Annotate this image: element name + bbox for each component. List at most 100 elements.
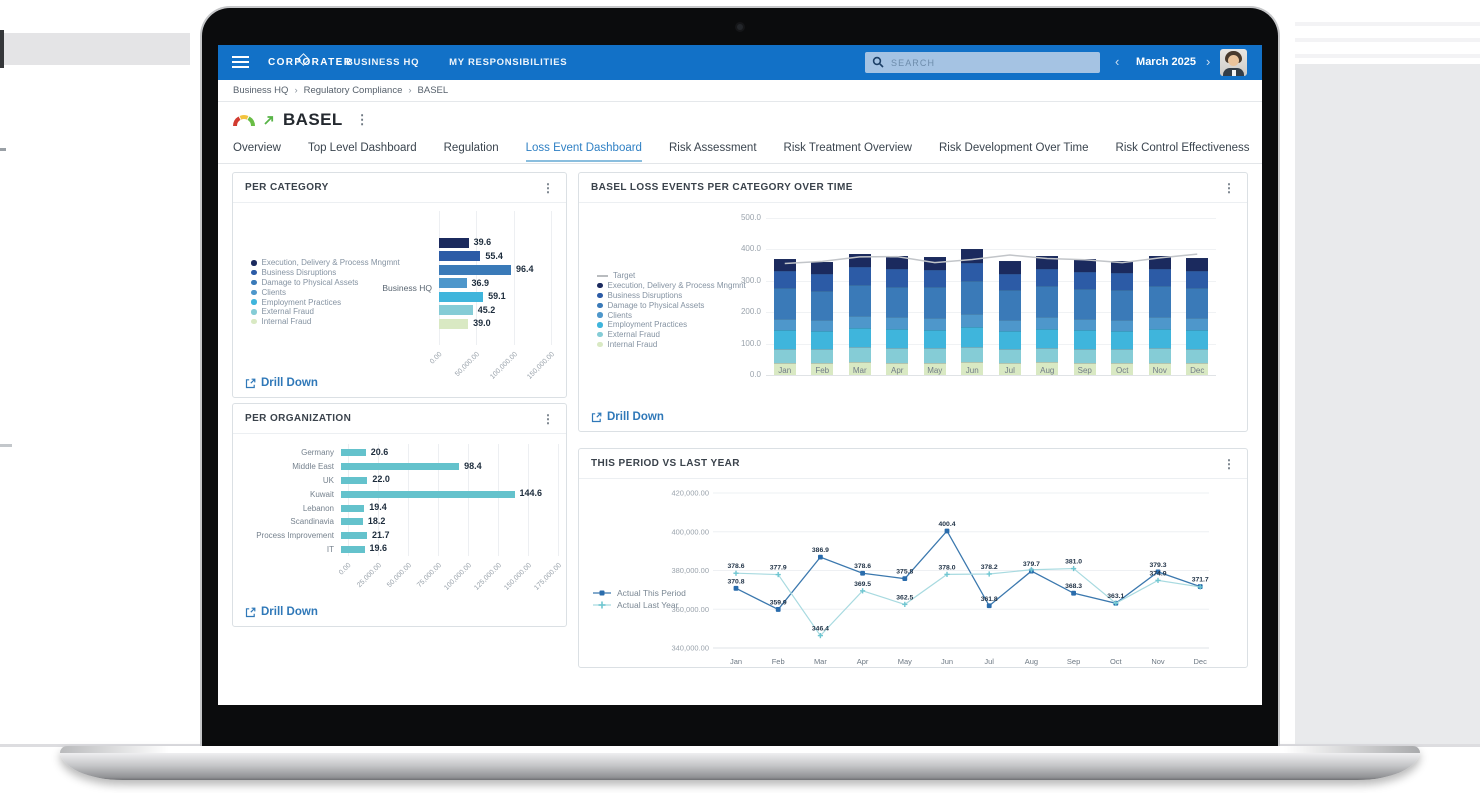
drill-down-link[interactable]: Drill Down — [591, 411, 664, 423]
gridline — [468, 444, 469, 556]
panel-kebab-menu-icon[interactable]: ⋮ — [1223, 180, 1235, 195]
gridline — [528, 444, 529, 556]
bar-segment — [961, 346, 984, 362]
bar-segment — [961, 326, 984, 347]
breadcrumb-separator: › — [294, 85, 298, 96]
page-kebab-menu-icon[interactable]: ⋮ — [355, 112, 369, 127]
drill-down-link[interactable]: Drill Down — [245, 606, 318, 618]
top-nav-items: BUSINESS HQ MY RESPONSIBILITIES — [346, 57, 567, 68]
x-axis-month-label: Jun — [965, 366, 979, 375]
tab-risk-control-effectiveness[interactable]: Risk Control Effectiveness — [1115, 142, 1250, 154]
x-axis-month-label: Mar — [852, 366, 867, 375]
gridline — [766, 343, 1216, 345]
x-axis-month-label: Oct — [1116, 366, 1129, 375]
bar-segment — [923, 362, 946, 375]
panel-title: BASEL LOSS EVENTS PER CATEGORY OVER TIME — [591, 182, 853, 193]
bar-segment — [811, 290, 834, 321]
panel-title: PER CATEGORY — [245, 182, 329, 193]
bar-segment — [1111, 363, 1134, 375]
bar-value-label: 20.6 — [370, 446, 389, 457]
data-point-label: 379.3 — [1149, 562, 1166, 569]
background-left-strip — [0, 30, 4, 68]
tab-risk-assessment[interactable]: Risk Assessment — [668, 142, 757, 154]
breadcrumb-item[interactable]: Regulatory Compliance — [303, 85, 403, 96]
per-category-legend: Execution, Delivery & Process Mngmnt Busi… — [251, 258, 400, 327]
search-input[interactable] — [891, 52, 1091, 73]
y-axis-tick-label: 300.0 — [740, 275, 761, 285]
line-chart-legend: Actual This Period Actual Last Year — [593, 587, 686, 611]
nav-item-business-hq[interactable]: BUSINESS HQ — [346, 57, 420, 68]
bar-segment — [811, 363, 834, 375]
bar-segment — [341, 518, 363, 526]
bar-row: IT 19.6 — [245, 543, 554, 557]
period-label[interactable]: March 2025 — [1136, 56, 1196, 68]
bar-segment — [1148, 329, 1171, 349]
hamburger-menu-icon[interactable] — [232, 56, 249, 69]
legend-item: Employment Practices — [597, 320, 746, 330]
bar-segment — [1186, 270, 1209, 289]
bar-track: 19.4 — [341, 502, 554, 512]
bar-segment — [773, 288, 796, 319]
legend-dot — [597, 302, 603, 309]
tab-top-level-dashboard[interactable]: Top Level Dashboard — [307, 142, 417, 154]
laptop-camera-dot — [737, 24, 743, 30]
bar-value-label: 39.0 — [473, 318, 491, 328]
panel-kebab-menu-icon[interactable]: ⋮ — [542, 180, 554, 195]
data-point-label: 378.6 — [854, 563, 871, 570]
legend-dot — [251, 279, 257, 286]
data-point-label: 379.7 — [1023, 561, 1040, 568]
line-chart: 340,000.00 360,000.00 380,000.00 400,000.00… — [671, 489, 1209, 666]
legend-label: External Fraud — [261, 307, 314, 317]
bar-segment — [1073, 362, 1096, 375]
x-axis-tick-label: 125,000.00 — [473, 562, 503, 592]
y-axis-tick-label: 340,000.00 — [671, 644, 709, 653]
x-axis-month-label: Sep — [1067, 657, 1080, 666]
bar-segment — [961, 281, 984, 315]
legend-item: Business Disruptions — [597, 291, 746, 301]
nav-item-my-responsibilities[interactable]: MY RESPONSIBILITIES — [449, 57, 568, 68]
category-label: Lebanon — [302, 503, 334, 513]
bar-value-label: 36.9 — [471, 277, 490, 288]
panel-kebab-menu-icon[interactable]: ⋮ — [1223, 456, 1235, 471]
legend-dot — [597, 282, 603, 289]
legend-marker-swatch — [593, 601, 611, 609]
corporater-logo[interactable]: CORPORATER — [268, 53, 352, 68]
bar-track: 20.6 — [341, 446, 554, 457]
data-point-label: 363.1 — [1107, 593, 1124, 600]
legend-label: Execution, Delivery & Process Mngmnt — [607, 281, 746, 291]
drill-down-link[interactable]: Drill Down — [245, 377, 318, 389]
gridline — [408, 444, 409, 556]
search-box — [865, 52, 1100, 73]
legend-item: Actual Last Year — [593, 599, 686, 611]
tab-regulation[interactable]: Regulation — [443, 142, 499, 154]
bar-segment — [998, 349, 1021, 364]
breadcrumb-item[interactable]: Business HQ — [233, 85, 289, 96]
x-axis-month-label: Jul — [984, 657, 994, 666]
legend-item: Damage to Physical Assets — [597, 300, 746, 310]
group-label: Business HQ — [382, 283, 432, 293]
tab-risk-development-over-time[interactable]: Risk Development Over Time — [938, 142, 1089, 154]
x-axis-month-label: Apr — [891, 366, 904, 375]
bar-segment — [848, 266, 871, 285]
user-avatar[interactable] — [1220, 49, 1247, 76]
x-axis-month-label: Aug — [1025, 657, 1038, 666]
bar-segment — [848, 362, 871, 375]
panel-kebab-menu-icon[interactable]: ⋮ — [542, 411, 554, 426]
legend-label: Internal Fraud — [607, 339, 658, 349]
tab-loss-event-dashboard[interactable]: Loss Event Dashboard — [525, 142, 642, 162]
y-axis-tick-label: 200.0 — [740, 307, 761, 317]
breadcrumb-item[interactable]: BASEL — [417, 85, 449, 96]
legend-dot — [251, 309, 257, 315]
tab-risk-treatment-overview[interactable]: Risk Treatment Overview — [783, 142, 912, 154]
period-next-button[interactable]: › — [1206, 54, 1211, 69]
bar-segment — [1036, 347, 1059, 363]
gridline — [348, 444, 349, 556]
period-prev-button[interactable]: ‹ — [1115, 54, 1120, 69]
tab-overview[interactable]: Overview — [233, 142, 281, 154]
x-axis-month-label: Feb — [815, 366, 830, 375]
legend-dot — [597, 322, 603, 328]
bar-value-label: 21.7 — [372, 529, 390, 540]
data-point-label: 368.3 — [1065, 583, 1082, 590]
bar-segment — [886, 329, 909, 349]
bar-track: 144.6 — [341, 488, 554, 498]
